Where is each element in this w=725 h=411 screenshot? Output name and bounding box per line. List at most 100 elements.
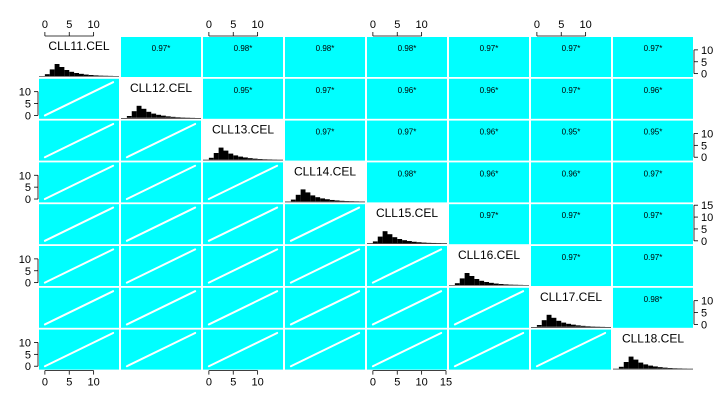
scatter-points — [453, 290, 525, 326]
correlation-label: 0.97* — [644, 211, 663, 220]
correlation-label: 0.97* — [398, 128, 417, 137]
tick-label: 10 — [19, 170, 31, 182]
histogram-bar — [503, 284, 509, 285]
top-axis: 0 5 10 — [42, 19, 100, 37]
scatter-points — [125, 164, 197, 201]
histogram-bar — [541, 320, 547, 327]
scatter-points — [453, 331, 525, 368]
tick-label: 5 — [558, 19, 564, 31]
histogram-bar — [416, 242, 422, 244]
tick-label: 5 — [25, 182, 31, 194]
tick-label: 0 — [701, 236, 707, 248]
histogram-bar — [83, 74, 89, 76]
panel-background — [613, 162, 693, 203]
scatter-points — [535, 331, 607, 368]
panel-background — [613, 287, 693, 328]
panels: CLL11.CEL 0.97* 0.98* 0.98* 0.98* 0.97* 0.97* 0… — [39, 37, 693, 370]
histogram-bar — [653, 366, 658, 369]
scatter-points — [125, 248, 197, 284]
variable-label: CLL14.CEL — [294, 164, 356, 178]
correlation-label: 0.97* — [316, 86, 335, 95]
histogram-bar — [377, 236, 383, 244]
histogram-bar — [536, 325, 542, 327]
tick-label: 10 — [416, 377, 428, 389]
scatter-panel — [121, 246, 201, 286]
correlation-label: 0.95* — [644, 128, 663, 137]
correlation-label: 0.97* — [644, 253, 663, 262]
correlation-label: 0.98* — [398, 169, 417, 178]
panel-background — [367, 78, 447, 119]
histogram-bar — [648, 365, 653, 369]
tick-label: 10 — [701, 296, 713, 308]
histogram-bar — [459, 278, 465, 285]
correlation-label: 0.98* — [316, 44, 335, 53]
scatter-panel — [285, 246, 365, 286]
histogram-bar — [300, 189, 306, 202]
tick-label: 0 — [42, 377, 48, 389]
histogram-bar — [64, 70, 70, 76]
tick-label: 10 — [19, 254, 31, 266]
correlation-panel: 0.97* — [531, 78, 611, 119]
tick-label: 15 — [440, 377, 452, 389]
histogram-bar — [623, 362, 629, 369]
scatter-points — [289, 290, 361, 326]
correlation-panel: 0.97* — [531, 37, 611, 77]
diagonal-panel: CLL13.CEL — [203, 123, 283, 161]
correlation-panel: 0.97* — [367, 120, 447, 161]
variable-label: CLL16.CEL — [458, 248, 520, 262]
histogram-bar — [252, 158, 258, 160]
histogram-bar — [213, 153, 219, 160]
scatter-panel — [285, 204, 365, 245]
panel-background — [531, 37, 611, 77]
bottom-axis: 0 5 10 — [42, 370, 100, 389]
histogram-bar — [320, 198, 325, 202]
scatter-points — [207, 164, 279, 201]
histogram-bar — [566, 323, 571, 327]
correlation-panel: 0.98* — [613, 287, 693, 328]
scatter-panel — [39, 246, 119, 286]
variable-label: CLL18.CEL — [622, 332, 684, 346]
panel-background — [367, 37, 447, 77]
scatter-panel — [367, 329, 447, 370]
histogram-bar — [290, 199, 296, 202]
tick-label: 5 — [701, 140, 707, 152]
histogram-bar — [585, 326, 591, 327]
histogram-bar — [208, 157, 214, 160]
histogram-bar — [233, 155, 239, 160]
correlation-panel: 0.97* — [121, 37, 201, 77]
scatter-panel — [203, 287, 283, 328]
histogram-bar — [146, 111, 152, 118]
tick-label: 0 — [206, 377, 212, 389]
histogram-bar — [170, 116, 176, 118]
scatter-points — [207, 248, 279, 284]
panel-background — [613, 246, 693, 286]
histogram-bar — [580, 325, 586, 327]
variable-label: CLL12.CEL — [130, 81, 192, 95]
correlation-panel: 0.97* — [449, 204, 529, 245]
tick-label: 10 — [88, 377, 100, 389]
scatter-panel — [203, 329, 283, 370]
histogram-bar — [156, 114, 161, 118]
panel-background — [613, 204, 693, 245]
tick-label: 0 — [370, 19, 376, 31]
histogram-bar — [310, 195, 316, 202]
tick-label: 10 — [416, 19, 428, 31]
scatter-points — [43, 331, 115, 368]
histogram-bar — [49, 69, 55, 76]
panel-background — [203, 78, 283, 119]
correlation-panel: 0.97* — [613, 162, 693, 203]
scatter-panel — [367, 246, 447, 286]
scatter-panel — [39, 204, 119, 245]
histogram-bar — [141, 108, 147, 118]
scatter-panel — [203, 204, 283, 245]
tick-label: 5 — [66, 19, 72, 31]
diagonal-panel: CLL14.CEL — [285, 164, 365, 203]
scatter-panel — [449, 287, 529, 328]
histogram-bar — [575, 325, 581, 327]
panel-background — [449, 204, 529, 245]
tick-label: 0 — [25, 194, 31, 206]
